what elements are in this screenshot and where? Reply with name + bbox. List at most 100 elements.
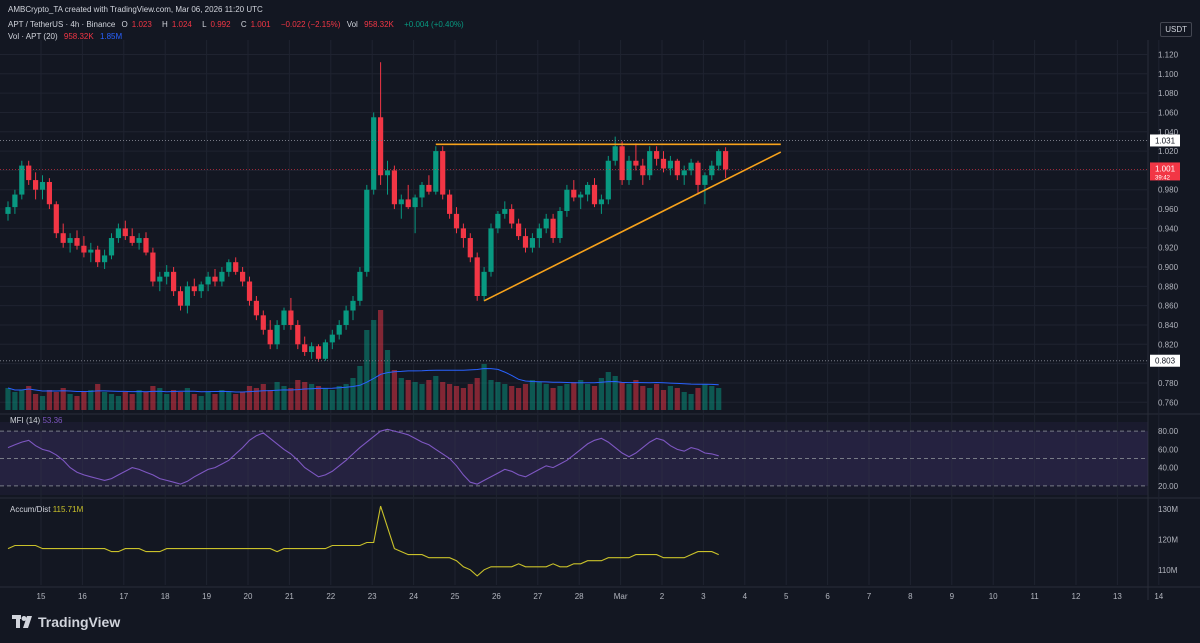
time-tick-label: 20 — [244, 592, 253, 601]
volume-indicator-value2: 1.85M — [99, 32, 123, 41]
mfi-tick-label: 40.00 — [1158, 464, 1179, 473]
volume-bar — [177, 392, 184, 410]
vol-legend: Vol 958.32K — [346, 20, 394, 29]
candle-body — [426, 184, 432, 192]
candle-body — [357, 271, 363, 301]
mfi-legend[interactable]: MFI (14) 53.36 — [10, 416, 63, 425]
candle-body — [295, 324, 301, 345]
candle-body — [619, 146, 625, 181]
volume-bar — [550, 388, 556, 410]
price-tick-label: 0.760 — [1158, 398, 1179, 407]
candle-body — [67, 238, 73, 243]
time-tick-label: 23 — [368, 592, 377, 601]
volume-bar — [688, 394, 694, 410]
symbol-text[interactable]: APT / TetherUS · 4h · Binance — [8, 20, 116, 29]
candle-body — [184, 286, 190, 306]
price-level-tag — [1150, 134, 1180, 147]
candle-body — [550, 218, 556, 239]
ohlc-open: O 1.023 — [121, 20, 152, 29]
volume-bar — [212, 394, 218, 410]
volume-bar — [329, 390, 335, 410]
candle-body — [481, 271, 487, 297]
volume-bar — [39, 396, 46, 410]
candle-body — [654, 151, 660, 159]
volume-bar — [529, 380, 535, 410]
candle-body — [350, 300, 356, 311]
price-tick-label: 1.040 — [1158, 128, 1179, 137]
candle-body — [191, 286, 197, 292]
volume-bar — [585, 384, 591, 410]
volume-bar — [640, 386, 646, 410]
currency-button[interactable]: USDT — [1160, 22, 1192, 37]
volume-bar — [233, 394, 239, 410]
volume-bar — [488, 380, 494, 410]
volume-bar — [240, 392, 246, 410]
ohlc-high: H 1.024 — [162, 20, 192, 29]
time-tick-label: 12 — [1072, 592, 1081, 601]
volume-bar — [102, 392, 108, 410]
volume-bar — [612, 376, 618, 410]
ad-legend[interactable]: Accum/Dist 115.71M — [10, 505, 83, 514]
volume-bar — [536, 382, 542, 410]
ad-tick-label: 110M — [1158, 566, 1178, 575]
volume-bar — [143, 392, 149, 410]
candle-body — [164, 271, 170, 277]
candle-body — [688, 162, 694, 171]
volume-indicator-label[interactable]: Vol · APT (20) — [8, 32, 58, 41]
price-tick-label: 1.120 — [1158, 50, 1179, 59]
volume-bar — [398, 378, 404, 410]
symbol-legend[interactable]: APT / TetherUS · 4h · Binance O 1.023 H 1.… — [8, 20, 468, 29]
candle-body — [5, 207, 11, 214]
tradingview-logo[interactable]: TradingView — [12, 614, 120, 630]
time-tick-label: 24 — [409, 592, 418, 601]
candle-body — [226, 262, 232, 272]
volume-bar — [474, 378, 480, 410]
price-tick-label: 0.980 — [1158, 186, 1179, 195]
candle-body — [398, 199, 404, 205]
time-tick-label: 14 — [1154, 592, 1163, 601]
candle-body — [143, 238, 149, 253]
time-tick-label: 4 — [743, 592, 748, 601]
ad-value: 115.71M — [52, 505, 84, 514]
candle-body — [605, 160, 611, 200]
volume-indicator-legend[interactable]: Vol · APT (20) 958.32K 1.85M — [8, 32, 126, 41]
ad-line — [7, 505, 719, 577]
volume-bar — [26, 386, 32, 410]
volume-bar — [191, 394, 197, 410]
price-tick-label: 0.900 — [1158, 263, 1179, 272]
candle-body — [309, 346, 315, 353]
tradingview-logo-icon — [12, 615, 32, 628]
volume-bar — [605, 372, 611, 410]
candle-body — [433, 151, 439, 192]
time-tick-label: 25 — [451, 592, 460, 601]
candle-body — [695, 162, 701, 185]
volume-bar — [88, 390, 94, 410]
candle-body — [495, 213, 501, 229]
candle-body — [240, 271, 246, 282]
candle-body — [281, 310, 287, 325]
time-tick-label: Mar — [614, 592, 628, 601]
candle-body — [681, 170, 687, 176]
candle-body — [53, 204, 59, 234]
candle-body — [467, 238, 473, 258]
candle-body — [253, 300, 259, 316]
candle-body — [371, 117, 377, 190]
time-tick-label: 19 — [202, 592, 211, 601]
volume-bar — [171, 390, 177, 410]
candle-body — [12, 194, 18, 208]
volume-bar — [516, 388, 522, 410]
volume-bar — [343, 384, 349, 410]
volume-bar — [108, 394, 115, 410]
volume-bar — [709, 386, 715, 410]
time-tick-label: 8 — [908, 592, 913, 601]
volume-bar — [302, 382, 308, 410]
price-tick-label: 1.060 — [1158, 108, 1179, 117]
volume-bar — [350, 378, 356, 410]
price-level-text: 0.803 — [1155, 357, 1176, 366]
candle-body — [405, 199, 411, 208]
candle-body — [674, 160, 680, 176]
volume-bar — [74, 396, 80, 410]
price-level-tag — [1150, 354, 1180, 367]
price-tick-label: 0.940 — [1158, 224, 1179, 233]
